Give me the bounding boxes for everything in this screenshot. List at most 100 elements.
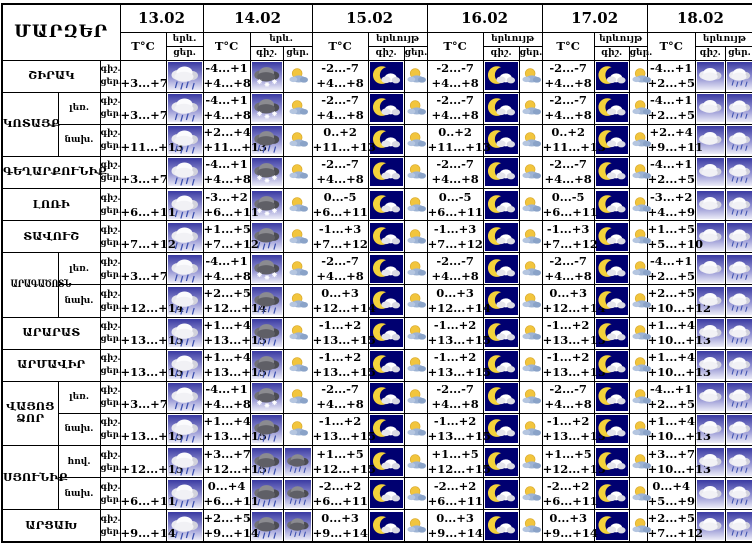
sun-cloud-icon (630, 66, 652, 86)
forecast-row: ՏԱՎՈՒՇ գիշ. ցեր. +7...+12 +1...+5 +7...+12 -1.… (1, 220, 752, 254)
phenomenon-cell (165, 91, 204, 125)
night-temperature: -4...+1 (205, 157, 248, 172)
sun-cloud-icon (520, 484, 542, 504)
moon-cloud-icon (484, 319, 518, 348)
rain-icon (167, 479, 202, 508)
night-temperature: 0..+2 (438, 125, 472, 140)
night-temperature: -4...+1 (205, 382, 248, 397)
region-name: ՍՅՈՒՆԻՔ (1, 444, 68, 511)
day-temperature: +11...+13 (312, 140, 376, 155)
day-temperature: +13...+15 (312, 429, 376, 444)
forecast-row: նախ. գիշ. ցեր. +12...+14 +2...+5 +12...+14 0..… (2, 284, 752, 318)
sun-cloud-icon (287, 419, 309, 439)
phenomenon-cell (694, 509, 726, 543)
temperature-cell: -4...+1 +4...+8 (202, 91, 251, 125)
temperature-header: T°C (541, 31, 595, 61)
day-temperature: +6...+11 (312, 493, 368, 508)
rain-dark-icon (251, 415, 282, 444)
sun-cloud-icon (630, 162, 652, 182)
night-temperature: 0...+4 (652, 478, 690, 493)
temperature-cell: -2...-7 +4...+8 (426, 252, 484, 286)
phenomenon-cell (593, 509, 630, 543)
temperature-cell: +3...+7 (119, 59, 168, 93)
day-temperature: +4...+8 (544, 172, 592, 187)
region-name: ԿՈՏԱՅՔ (1, 91, 60, 157)
phenomenon-cell (482, 155, 520, 190)
moon-cloud-icon (484, 254, 518, 283)
day-temperature: +4...+9 (647, 204, 695, 219)
night-temperature: 0...+3 (321, 510, 359, 525)
sun-cloud-icon (405, 452, 427, 472)
phenomenon-cell (367, 123, 405, 157)
phenomenon-cell (694, 252, 726, 286)
phenomenon-cell (628, 155, 651, 190)
phenomenon-cell (282, 91, 313, 125)
forecast-row: ԿՈՏԱՅՔ լեռ. գիշ. ցեր. +3...+7 -4...+1 +4...+8-… (1, 91, 752, 157)
cloud-icon (696, 94, 724, 123)
day-column-header: ցեր. (282, 45, 313, 61)
rain-icon (167, 94, 202, 123)
day-temperature: +4...+8 (203, 268, 251, 283)
phenomenon-cell (282, 509, 313, 543)
phenomenon-cell (367, 187, 405, 222)
temperature-cell: -2...-7 +4...+8 (311, 155, 369, 190)
day-label: ցեր. (100, 301, 122, 312)
temperature-cell: +2..+4 +9...+11 (646, 123, 703, 157)
night-day-labels: գիշ. ցեր. (99, 380, 122, 414)
sun-cloud-icon (630, 516, 652, 536)
day-temperature: +13...+15 (427, 333, 491, 348)
sun-cloud-icon (405, 195, 427, 215)
cloud-icon (696, 158, 724, 187)
phenomenon-cell (628, 412, 651, 447)
temperature-cell: +13...+15 (119, 412, 184, 447)
sun-cloud-icon (630, 323, 652, 343)
moon-cloud-icon (595, 190, 628, 219)
phenomenon-cell (249, 412, 284, 447)
snow-icon (251, 254, 282, 283)
day-temperature: +9...+11 (647, 140, 703, 155)
temperature-cell: +1...+5 +7...+12 (202, 220, 259, 254)
phenomenon-cell (403, 284, 428, 318)
phenomenon-cell (282, 412, 313, 447)
night-temperature: -2...-7 (549, 61, 587, 76)
header-row-labels: T°C երև. T°C երև. T°C երևույթ T°C երևույթ T°C երև… (2, 31, 752, 61)
phenomenon-cell (403, 316, 428, 350)
phenomenon-header: երևույթ (367, 31, 428, 47)
sun-cloud-icon (287, 227, 309, 247)
rain-icon (167, 319, 202, 348)
phenomenon-cell (724, 316, 752, 350)
temperature-cell: -1...+2 +13...+15 (311, 348, 376, 382)
moon-cloud-icon (484, 383, 518, 412)
phenomenon-cell (518, 59, 543, 93)
moon-cloud-icon (369, 62, 403, 91)
sun-cloud-icon (520, 195, 542, 215)
temperature-cell: 0...-5 +6...+11 (426, 187, 484, 222)
temperature-cell: -1...+2 +13...+15 (426, 412, 491, 447)
temperature-cell: +9...+14 (119, 509, 176, 543)
night-label: գիշ. (100, 513, 121, 524)
rain-icon (726, 447, 752, 476)
cloud-icon (696, 415, 724, 444)
temperature-cell: +13...+15 (119, 316, 184, 350)
day-column-header: ցեր. (403, 45, 428, 61)
moon-cloud-icon (369, 479, 403, 508)
day-label: ցեր. (100, 269, 122, 280)
phenomenon-cell (165, 348, 204, 382)
phenomenon-cell (694, 380, 726, 414)
day-label: ցեր. (100, 237, 122, 248)
temperature-cell: 0..+2 +11...+13 (426, 123, 491, 157)
temperature-cell: +2...+4 +11...+13 (202, 123, 267, 157)
day-temperature: +3...+7 (120, 76, 168, 91)
day-column-header: ցեր. (724, 45, 752, 61)
day-temperature: +12...+14 (427, 300, 491, 315)
temperature-cell: 0...+3 +9...+14 (311, 509, 369, 543)
region-name-text: ՎԱՅՈՑ ՁՈՐ (6, 400, 55, 426)
moon-cloud-icon (484, 62, 518, 91)
header-row-dates: ՄԱՐԶԵՐ 13.02 14.02 15.02 16.02 17.02 18.02 (1, 3, 752, 61)
night-temperature (121, 479, 166, 494)
sun-cloud-icon (520, 323, 542, 343)
night-temperature (121, 511, 166, 526)
phenomenon-cell (724, 477, 752, 511)
temperature-cell: -2...-7 +4...+8 (541, 380, 595, 414)
moon-cloud-icon (369, 319, 403, 348)
